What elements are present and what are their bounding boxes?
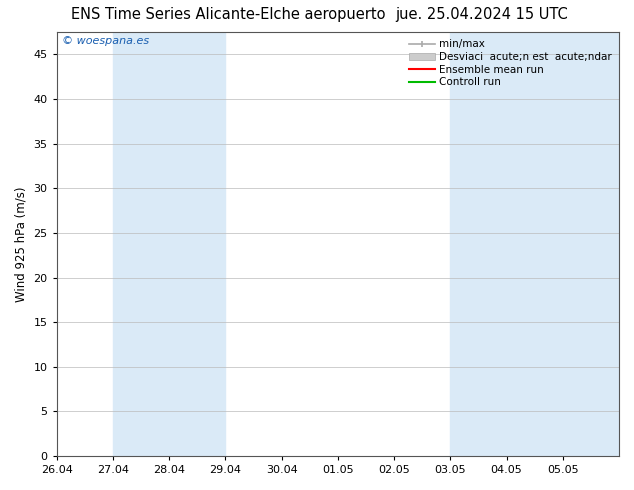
Bar <box>113 32 226 456</box>
Text: © woespana.es: © woespana.es <box>62 36 150 47</box>
Bar <box>450 32 619 456</box>
Y-axis label: Wind 925 hPa (m/s): Wind 925 hPa (m/s) <box>15 186 28 302</box>
Text: jue. 25.04.2024 15 UTC: jue. 25.04.2024 15 UTC <box>396 7 568 23</box>
Legend: min/max, Desviaci  acute;n est  acute;ndar, Ensemble mean run, Controll run: min/max, Desviaci acute;n est acute;ndar… <box>404 35 616 92</box>
Text: ENS Time Series Alicante-Elche aeropuerto: ENS Time Series Alicante-Elche aeropuert… <box>71 7 385 23</box>
